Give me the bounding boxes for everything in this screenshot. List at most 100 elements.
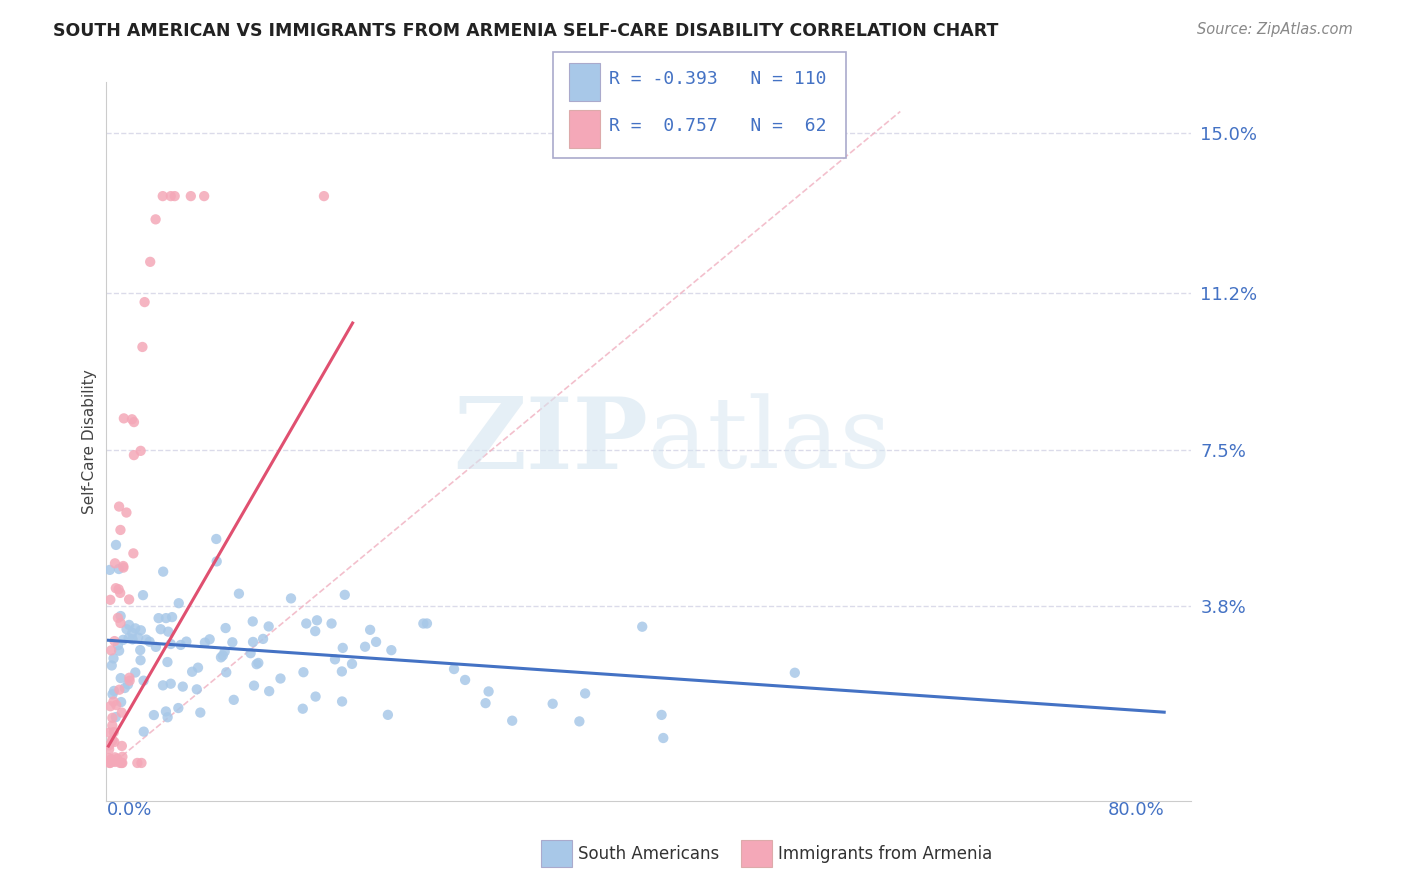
Point — [107, 611, 129, 625]
Point — [110, 615, 132, 630]
Point — [304, 624, 326, 639]
Point — [111, 749, 134, 764]
Point — [98, 742, 121, 756]
Point — [118, 673, 141, 688]
Point — [98, 751, 121, 765]
Point — [291, 702, 314, 716]
Point — [110, 523, 132, 537]
Point — [103, 684, 125, 698]
Point — [115, 622, 138, 636]
Point — [111, 739, 134, 753]
Point — [152, 189, 174, 203]
Point — [242, 635, 264, 649]
Point — [112, 411, 135, 425]
Point — [228, 587, 250, 601]
Point — [651, 707, 673, 722]
Point — [194, 635, 217, 649]
Point — [454, 673, 477, 687]
Point — [186, 682, 208, 697]
Point — [107, 582, 129, 597]
Point — [160, 610, 183, 624]
Point — [122, 415, 145, 429]
Point — [101, 733, 124, 747]
Point — [359, 623, 381, 637]
Point — [101, 711, 124, 725]
Point — [181, 665, 204, 679]
Point — [145, 212, 167, 227]
Point — [101, 733, 124, 747]
Point — [257, 619, 280, 633]
Point — [330, 665, 353, 679]
Point — [159, 676, 181, 690]
Point — [156, 710, 179, 724]
Point — [104, 755, 127, 769]
Point — [292, 665, 315, 680]
Point — [108, 586, 131, 600]
Point — [110, 671, 132, 685]
Point — [112, 560, 135, 574]
Point — [118, 592, 141, 607]
Point — [211, 648, 233, 663]
Point — [142, 708, 165, 723]
Point — [304, 690, 326, 704]
Point — [198, 632, 221, 647]
Point — [98, 699, 121, 714]
Point — [280, 591, 302, 606]
Point — [103, 694, 125, 708]
Point — [132, 588, 155, 602]
Point — [205, 532, 228, 546]
Point — [167, 701, 190, 715]
Point — [131, 756, 153, 770]
Point — [138, 634, 160, 648]
Point — [98, 756, 121, 770]
Point — [103, 634, 125, 648]
Point — [111, 706, 134, 720]
Point — [416, 616, 439, 631]
Point — [380, 643, 402, 657]
Point — [188, 706, 211, 720]
Y-axis label: Self-Care Disability: Self-Care Disability — [83, 369, 97, 514]
Point — [122, 448, 145, 462]
Point — [474, 696, 496, 710]
Point — [105, 752, 128, 766]
Point — [631, 620, 654, 634]
Text: 0.0%: 0.0% — [107, 801, 152, 819]
Text: Immigrants from Armenia: Immigrants from Armenia — [778, 845, 991, 863]
Point — [107, 638, 129, 652]
Point — [333, 588, 356, 602]
Point — [114, 681, 136, 695]
Point — [574, 686, 596, 700]
Text: R =  0.757   N =  62: R = 0.757 N = 62 — [609, 118, 827, 136]
Point — [295, 616, 318, 631]
Point — [103, 735, 125, 749]
Point — [98, 592, 121, 607]
Point — [568, 714, 591, 729]
Point — [124, 621, 146, 635]
Point — [159, 189, 181, 203]
Point — [269, 672, 291, 686]
Point — [257, 684, 280, 698]
Point — [193, 189, 215, 203]
Point — [205, 554, 228, 568]
Point — [117, 631, 139, 645]
Point — [98, 756, 121, 770]
Point — [121, 412, 143, 426]
Point — [127, 756, 149, 770]
Point — [321, 616, 343, 631]
Point — [412, 616, 434, 631]
Point — [156, 655, 179, 669]
Point — [124, 665, 146, 680]
Point — [305, 613, 328, 627]
Point — [783, 665, 806, 680]
Point — [354, 640, 377, 654]
Point — [122, 546, 145, 560]
Point — [108, 644, 131, 658]
Text: SOUTH AMERICAN VS IMMIGRANTS FROM ARMENIA SELF-CARE DISABILITY CORRELATION CHART: SOUTH AMERICAN VS IMMIGRANTS FROM ARMENI… — [53, 22, 998, 40]
Point — [214, 621, 236, 635]
Point — [104, 581, 127, 595]
Point — [332, 640, 354, 655]
Point — [149, 622, 172, 636]
Point — [159, 637, 181, 651]
Point — [103, 725, 125, 739]
Point — [118, 671, 141, 685]
